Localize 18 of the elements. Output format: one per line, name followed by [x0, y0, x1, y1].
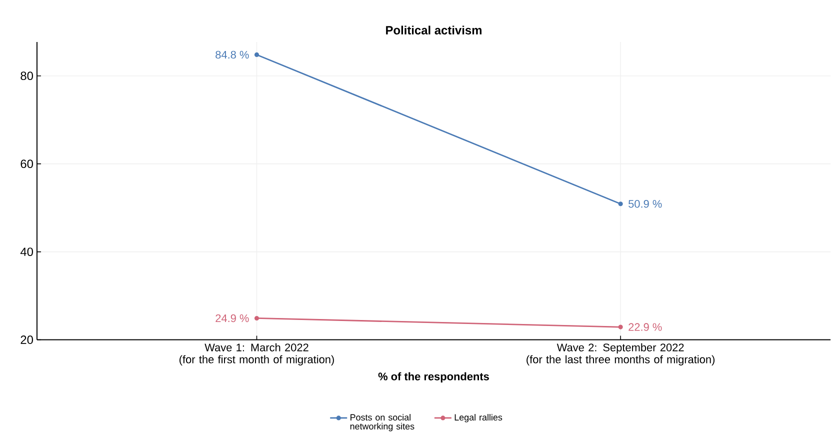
x-tick-label: Wave 1: March 2022 (for the first month of migration) — [180, 343, 334, 366]
y-tick-label: 40 — [20, 248, 34, 256]
data-label: 50.9 % — [628, 200, 662, 208]
point — [254, 316, 260, 321]
data-label: 22.9 % — [628, 323, 662, 332]
x-axis-title: % of the respondents — [378, 372, 489, 383]
y-tick-label: 60 — [20, 160, 34, 168]
data-label: 24.9 % — [216, 314, 249, 322]
x-tick-label: Wave 2: September 2022 (for the last three months of migration) — [526, 343, 715, 366]
y-tick-label: 80 — [20, 72, 34, 80]
legend-label: Legal rallies — [454, 414, 502, 422]
point — [618, 324, 623, 330]
chart-title: Political activism — [386, 26, 482, 35]
legend-label: Posts on social networking sites — [350, 414, 414, 432]
point — [254, 52, 260, 58]
data-label: 84.8 % — [216, 51, 249, 59]
y-tick-label: 20 — [20, 336, 34, 344]
point — [618, 202, 623, 206]
